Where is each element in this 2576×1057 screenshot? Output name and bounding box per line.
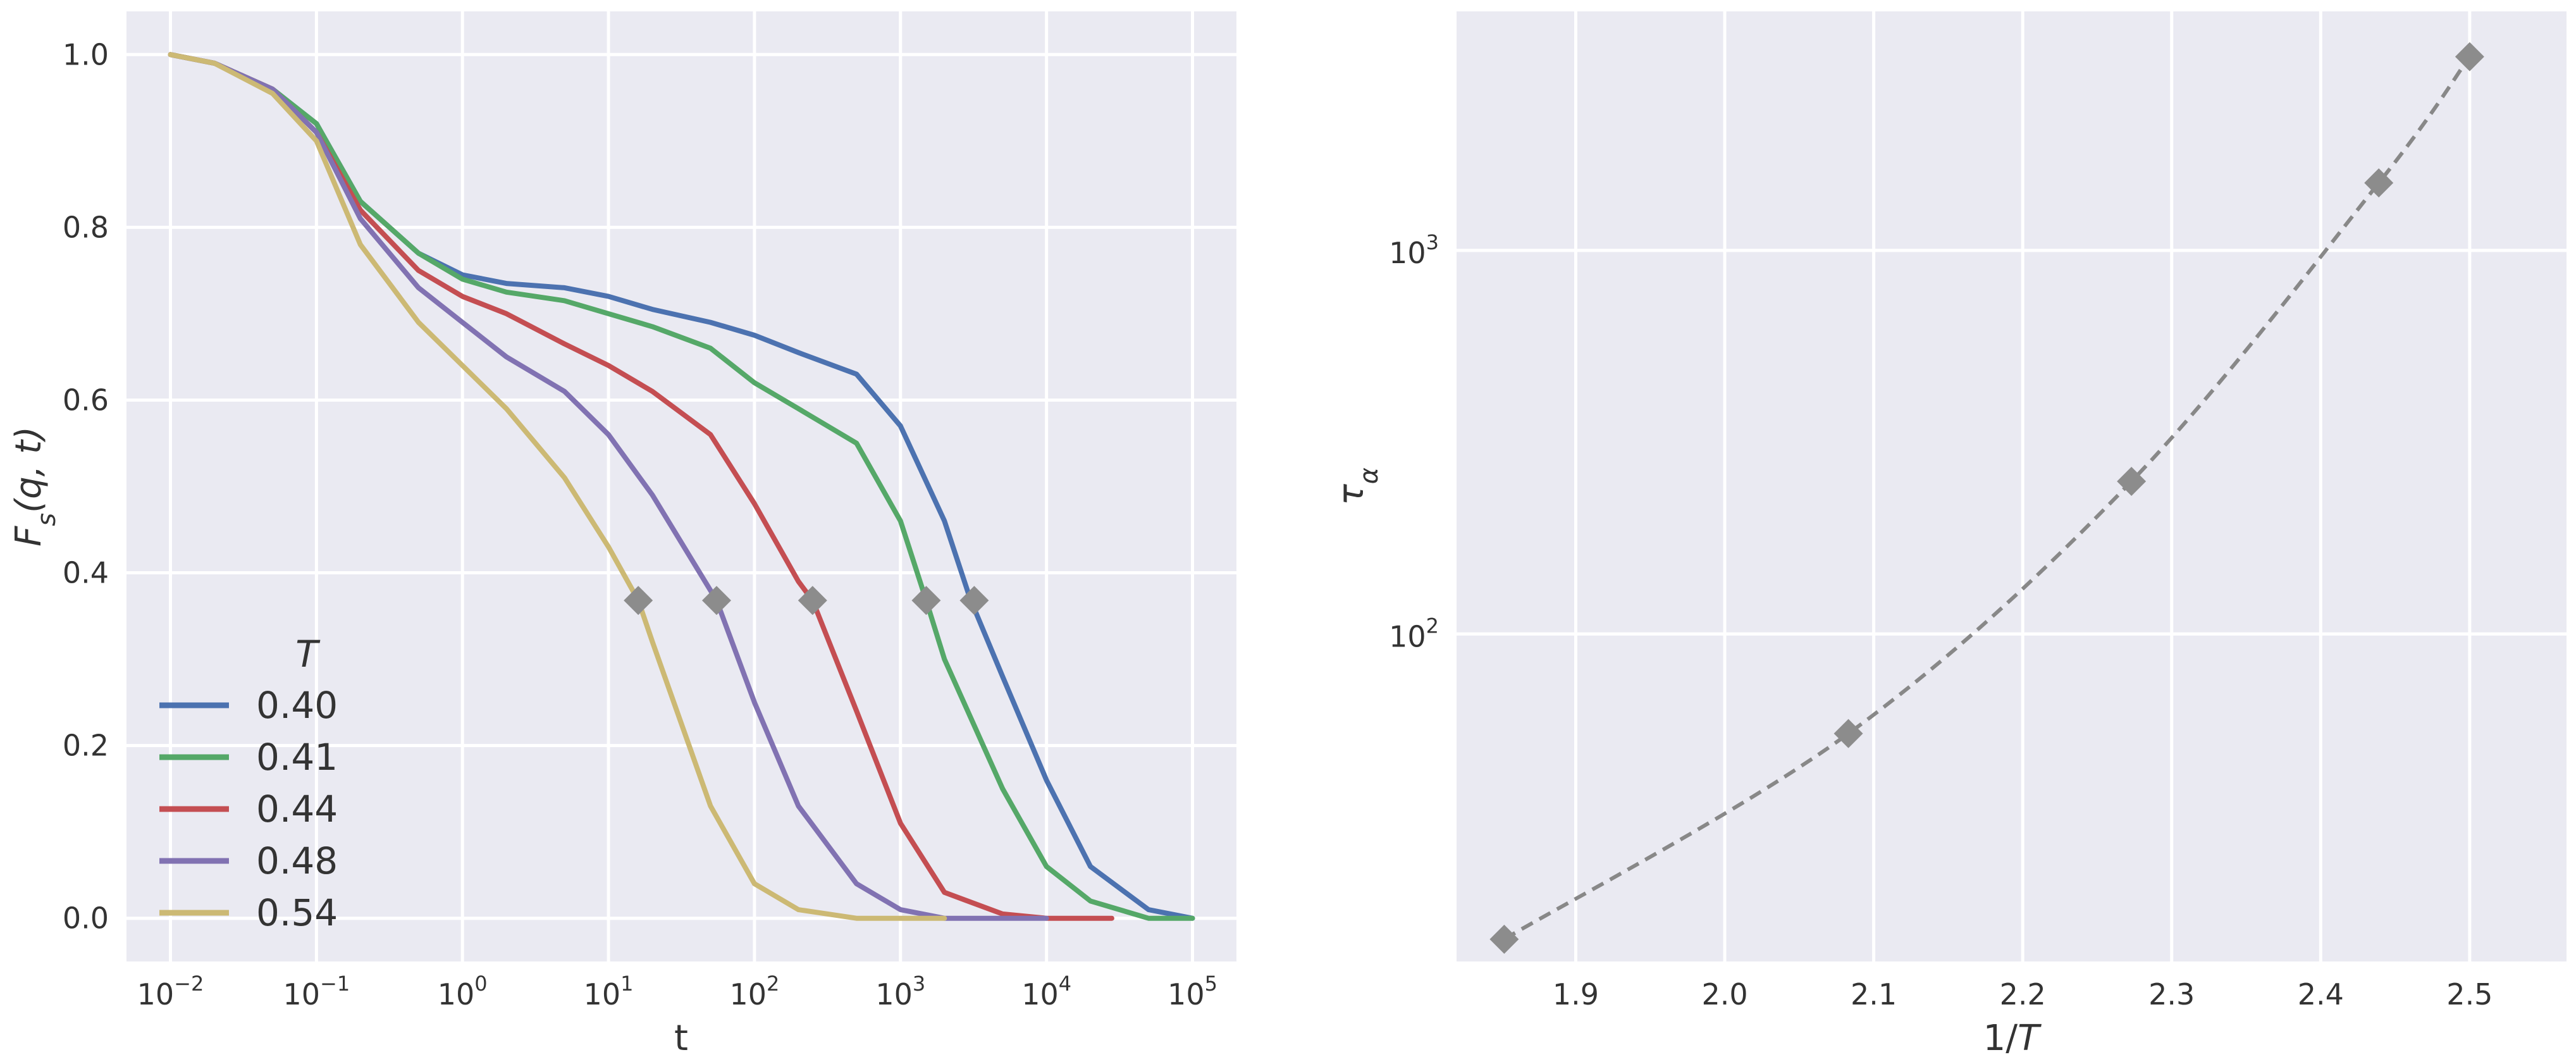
tau-alpha-point — [2117, 466, 2147, 496]
right-x-tick-labels: 1.9 2.0 2.1 2.2 2.3 2.4 2.5 — [1553, 977, 2493, 1011]
tau-marker-0.48 — [701, 586, 731, 615]
tau-marker-0.54 — [624, 586, 653, 615]
left-x-tick-label: 100 — [438, 972, 488, 1011]
left-y-axis-label: Fs(q, t) — [8, 426, 61, 547]
right-x-tick-label: 2.1 — [1851, 977, 1897, 1011]
right-x-tick-label: 2.0 — [1701, 977, 1747, 1011]
right-x-tick-label: 1.9 — [1553, 977, 1599, 1011]
left-y-tick-label: 0.8 — [63, 210, 109, 244]
legend-label-0.54: 0.54 — [256, 891, 338, 934]
left-x-tick-label: 10−2 — [137, 972, 204, 1011]
tau-marker-0.40 — [959, 586, 989, 615]
right-chart: 1.9 2.0 2.1 2.2 2.3 2.4 2.5 102 103 1/T τα — [1331, 11, 2567, 1057]
left-x-tick-label: 105 — [1168, 972, 1217, 1011]
legend-label-0.41: 0.41 — [256, 736, 338, 779]
left-gridlines — [126, 11, 1236, 961]
right-x-tick-label: 2.3 — [2148, 977, 2195, 1011]
series-line-0.48 — [168, 52, 1049, 921]
left-chart: 10−2 10−1 100 101 102 103 104 105 0.00.20.40.60… — [8, 11, 1236, 1057]
right-markers — [1489, 42, 2484, 954]
series-line-0.54 — [168, 52, 947, 921]
tau-alpha-point — [2364, 168, 2394, 198]
left-x-axis-label: t — [674, 1018, 688, 1057]
left-x-tick-label: 104 — [1021, 972, 1071, 1011]
left-x-tick-label: 102 — [729, 972, 779, 1011]
left-markers — [624, 586, 989, 615]
legend-label-0.44: 0.44 — [256, 788, 338, 831]
left-y-tick-labels: 0.0 0.2 0.4 0.6 0.8 1.0 — [63, 37, 109, 935]
left-y-tick-label: 0.2 — [63, 729, 109, 763]
right-gridlines — [1457, 11, 2567, 961]
left-x-tick-labels: 10−2 10−1 100 101 102 103 104 105 — [137, 972, 1217, 1011]
tau-marker-0.44 — [798, 586, 827, 615]
left-x-tick-label: 101 — [584, 972, 634, 1011]
right-y-tick-labels: 102 103 — [1389, 230, 1439, 653]
right-x-axis-label: 1/T — [1983, 1018, 2042, 1057]
right-y-axis-label: τα — [1331, 467, 1384, 505]
legend-label-0.48: 0.48 — [256, 839, 338, 882]
left-y-tick-label: 1.0 — [63, 37, 109, 71]
tau-alpha-point — [2455, 42, 2484, 71]
right-x-tick-label: 2.2 — [2000, 977, 2046, 1011]
legend-label-0.40: 0.40 — [256, 684, 338, 727]
left-y-tick-label: 0.6 — [63, 383, 109, 417]
right-x-tick-label: 2.5 — [2446, 977, 2493, 1011]
tau-alpha-point — [1833, 719, 1863, 748]
left-plot-area — [126, 11, 1236, 961]
tau-marker-0.41 — [911, 586, 941, 615]
left-x-tick-label: 103 — [875, 972, 925, 1011]
right-plot-area — [1457, 11, 2567, 961]
right-y-tick-label: 103 — [1389, 230, 1439, 270]
left-y-tick-label: 0.4 — [63, 556, 109, 590]
right-x-tick-label: 2.4 — [2298, 977, 2344, 1011]
left-y-tick-label: 0.0 — [63, 901, 109, 936]
series-line-0.41 — [168, 52, 1195, 921]
right-y-tick-label: 102 — [1389, 614, 1439, 653]
legend-title: T — [295, 633, 321, 676]
tau-alpha-point — [1489, 924, 1519, 954]
legend: T 0.40 0.41 0.44 0.48 0.54 — [159, 633, 338, 934]
left-x-tick-label: 10−1 — [283, 972, 350, 1011]
left-series-lines — [168, 52, 1195, 921]
